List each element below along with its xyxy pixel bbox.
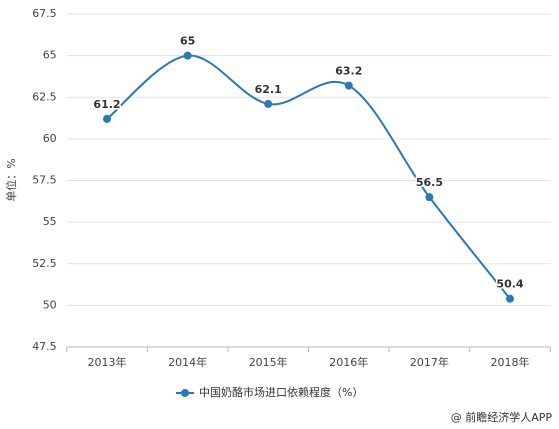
value-label: 62.1 — [255, 83, 282, 96]
y-tick-label: 52.5 — [32, 257, 57, 270]
value-label: 50.4 — [496, 278, 523, 291]
point — [425, 193, 434, 202]
x-tick-label: 2013年 — [88, 355, 127, 369]
y-tick-label: 67.5 — [32, 7, 57, 20]
y-axis-label: 单位：% — [4, 158, 18, 201]
x-tick-label: 2017年 — [410, 355, 449, 369]
y-tick-label: 55 — [43, 215, 57, 228]
y-tick-label: 60 — [43, 132, 57, 145]
legend-label: 中国奶酪市场进口依赖程度（%） — [199, 385, 363, 399]
y-tick-label: 47.5 — [32, 340, 57, 353]
y-tick-label: 57.5 — [32, 174, 57, 187]
x-tick-label: 2016年 — [329, 355, 368, 369]
point — [506, 294, 514, 303]
value-label: 56.5 — [416, 176, 443, 189]
point — [344, 81, 353, 90]
value-label: 61.2 — [93, 98, 120, 111]
y-tick-label: 50 — [43, 298, 57, 311]
point — [183, 51, 192, 60]
point — [264, 99, 273, 108]
x-tick-label: 2015年 — [249, 355, 288, 369]
y-tick-label: 65 — [43, 49, 57, 62]
x-tick-label: 2014年 — [168, 355, 207, 369]
y-tick-label: 62.5 — [32, 90, 57, 103]
value-label: 63.2 — [335, 65, 362, 78]
x-tick-label: 2018年 — [491, 355, 530, 369]
value-label: 65 — [180, 35, 195, 48]
point — [103, 114, 111, 123]
line — [106, 54, 511, 300]
legend-marker — [181, 389, 189, 397]
source: @ 前瞻经济学人APP — [451, 410, 553, 424]
